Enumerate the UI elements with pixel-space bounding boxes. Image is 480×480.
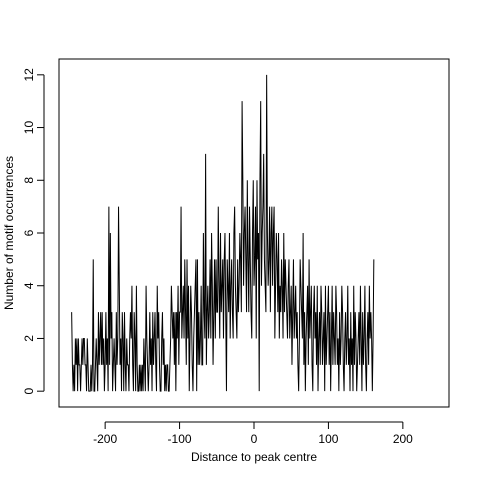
x-axis-label: Distance to peak centre <box>191 450 317 464</box>
x-tick-label: -200 <box>93 432 117 446</box>
x-tick-label: 100 <box>318 432 338 446</box>
data-layer <box>71 74 375 392</box>
y-axis: 0 2 4 6 8 10 12 <box>22 68 45 395</box>
y-tick-label: 2 <box>22 335 36 342</box>
series-line <box>71 74 375 392</box>
y-tick-label: 12 <box>22 68 36 82</box>
y-axis-label: Number of motif occurrences <box>2 156 16 310</box>
x-tick-label: 200 <box>393 432 413 446</box>
y-tick-label: 8 <box>22 177 36 184</box>
y-tick-label: 4 <box>22 282 36 289</box>
y-tick-label: 6 <box>22 229 36 236</box>
y-tick-label: 0 <box>22 388 36 395</box>
x-tick-label: 0 <box>251 432 258 446</box>
plot-frame <box>58 58 450 408</box>
x-tick-label: -100 <box>168 432 192 446</box>
y-tick-label: 10 <box>22 121 36 135</box>
x-axis: -200 -100 0 100 200 <box>93 421 413 446</box>
